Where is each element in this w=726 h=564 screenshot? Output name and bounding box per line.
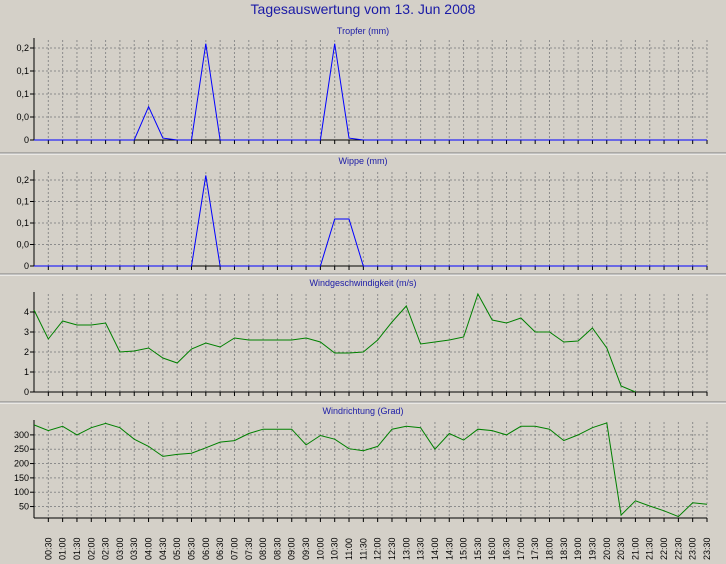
x-tick-label: 03:30: [129, 537, 139, 560]
series-line: [34, 43, 707, 141]
x-tick-label: 22:00: [659, 537, 669, 560]
x-tick-label: 05:30: [187, 537, 197, 560]
y-tick-label: 0: [24, 387, 29, 397]
x-tick-label: 20:30: [616, 537, 626, 560]
series-line: [34, 175, 707, 267]
x-tick-label: 00:30: [43, 537, 53, 560]
y-tick-label: 0,1: [16, 66, 29, 76]
panel-title: Windrichtung (Grad): [322, 406, 403, 416]
x-tick-label: 12:00: [373, 537, 383, 560]
panel-title: Windgeschwindigkeit (m/s): [309, 278, 416, 288]
x-tick-label: 06:30: [215, 537, 225, 560]
x-tick-label: 15:00: [459, 537, 469, 560]
x-tick-label: 10:30: [330, 537, 340, 560]
x-tick-label: 23:00: [688, 537, 698, 560]
y-tick-label: 4: [24, 307, 29, 317]
x-tick-label: 11:00: [344, 538, 354, 560]
x-tick-label: 11:30: [358, 538, 368, 560]
y-tick-label: 50: [19, 502, 29, 512]
x-tick-label: 14:30: [444, 537, 454, 560]
y-tick-label: 0,2: [16, 43, 29, 53]
x-tick-label: 17:00: [516, 537, 526, 560]
y-tick-label: 0: [24, 261, 29, 271]
x-tick-label: 07:00: [229, 537, 239, 560]
x-tick-label: 18:30: [559, 537, 569, 560]
series-line: [33, 292, 636, 393]
x-tick-label: 22:30: [673, 537, 683, 560]
x-tick-label: 05:00: [172, 537, 182, 560]
y-tick-label: 0,1: [16, 89, 29, 99]
x-tick-label: 03:00: [115, 537, 125, 560]
x-tick-label: 23:30: [702, 537, 712, 560]
y-tick-label: 0,1: [16, 218, 29, 228]
x-tick-label: 19:30: [587, 537, 597, 560]
y-tick-label: 2: [24, 347, 29, 357]
y-tick-label: 0: [24, 135, 29, 145]
x-tick-label: 16:00: [487, 537, 497, 560]
y-tick-label: 0,2: [16, 175, 29, 185]
panel-title: Wippe (mm): [339, 156, 388, 166]
x-tick-label: 04:30: [158, 537, 168, 560]
x-tick-label: 15:30: [473, 537, 483, 560]
x-tick-label: 13:00: [401, 537, 411, 560]
y-tick-label: 0,0: [16, 112, 29, 122]
x-tick-label: 06:00: [201, 537, 211, 560]
x-tick-label: 20:00: [602, 537, 612, 560]
y-tick-label: 0,0: [16, 240, 29, 250]
x-tick-label: 01:00: [58, 537, 68, 560]
x-tick-label: 02:30: [101, 537, 111, 560]
page-title: Tagesauswertung vom 13. Jun 2008: [250, 1, 476, 17]
x-tick-label: 14:00: [430, 537, 440, 560]
x-tick-label: 21:30: [645, 537, 655, 560]
x-tick-label: 10:00: [315, 537, 325, 560]
x-tick-label: 21:00: [630, 537, 640, 560]
x-tick-label: 02:00: [86, 537, 96, 560]
y-tick-label: 150: [14, 473, 29, 483]
y-tick-label: 1: [24, 367, 29, 377]
x-tick-label: 09:30: [301, 537, 311, 560]
x-tick-label: 12:30: [387, 537, 397, 560]
y-tick-label: 250: [14, 444, 29, 454]
y-tick-label: 200: [14, 459, 29, 469]
x-tick-label: 18:00: [544, 537, 554, 560]
x-tick-label: 08:00: [258, 537, 268, 560]
y-tick-label: 100: [14, 487, 29, 497]
x-tick-label: 13:30: [416, 537, 426, 560]
x-tick-label: 07:30: [244, 537, 254, 560]
x-tick-label: 08:30: [272, 537, 282, 560]
y-tick-label: 3: [24, 327, 29, 337]
x-tick-label: 04:00: [144, 537, 154, 560]
x-tick-label: 19:00: [573, 537, 583, 560]
y-tick-label: 0,1: [16, 197, 29, 207]
panel-title: Tropfer (mm): [337, 26, 389, 36]
x-tick-label: 09:00: [287, 537, 297, 560]
y-tick-label: 300: [14, 430, 29, 440]
x-tick-label: 17:30: [530, 537, 540, 560]
x-tick-label: 16:30: [502, 537, 512, 560]
x-tick-label: 01:30: [72, 537, 82, 560]
series-line: [33, 422, 708, 518]
